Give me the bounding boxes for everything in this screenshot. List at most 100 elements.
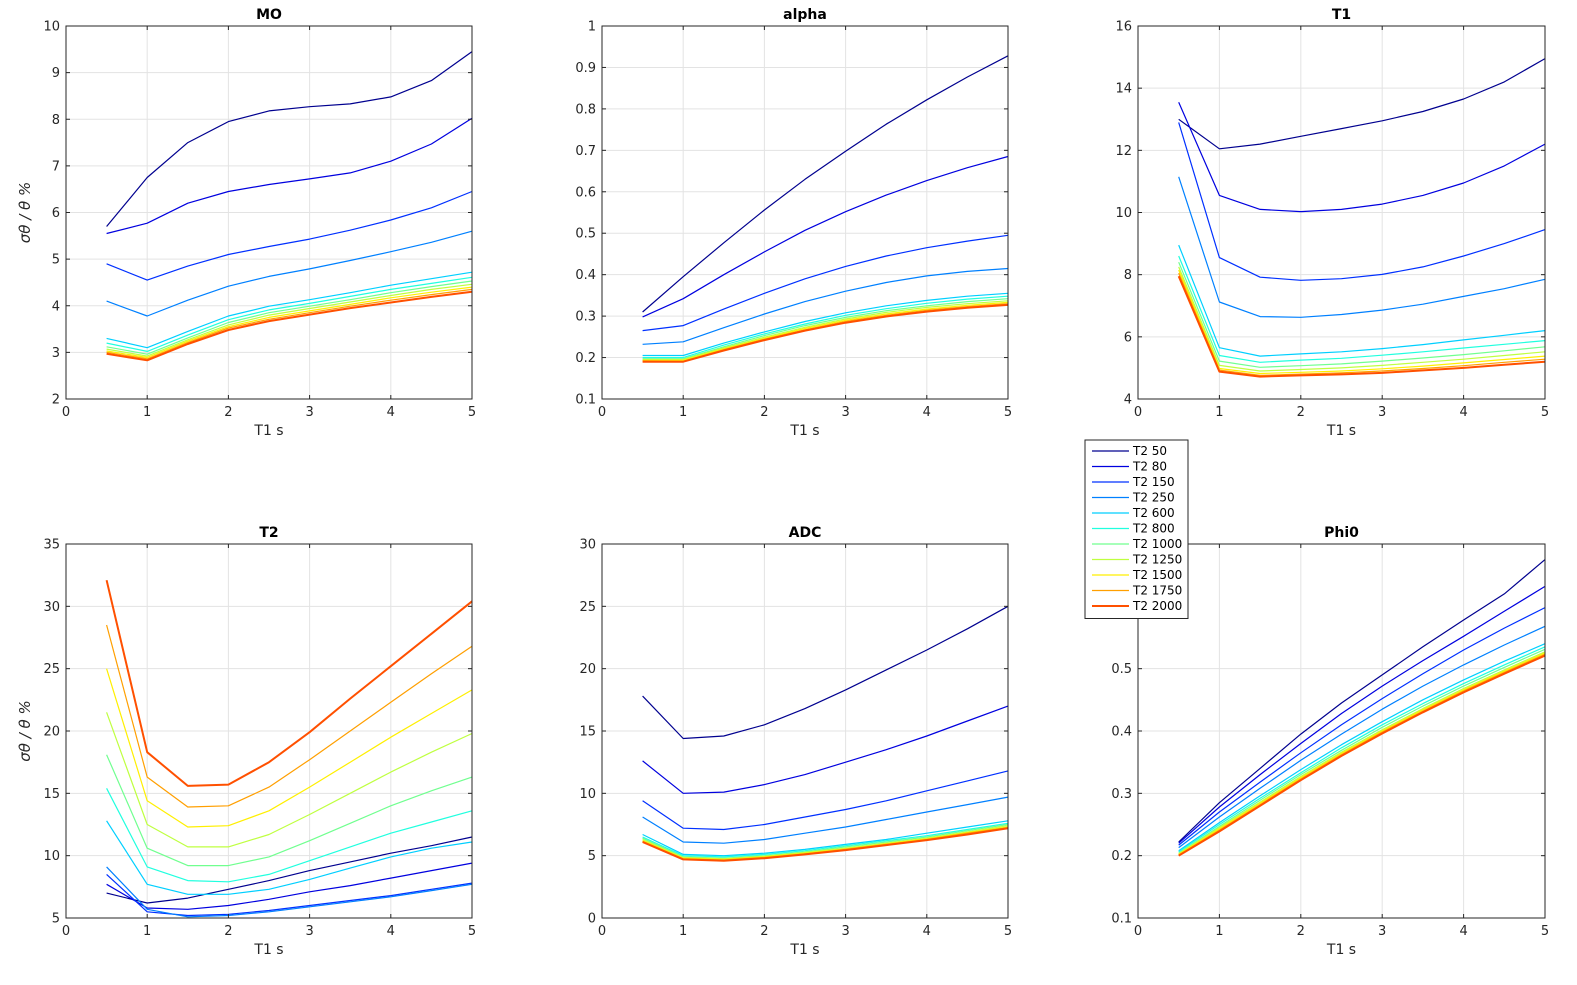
- y-tick-label: 0.5: [1111, 662, 1132, 677]
- y-tick-label: 16: [1115, 20, 1132, 35]
- series-line-t2-1750: [106, 288, 473, 360]
- series-line-t2-600: [1178, 643, 1546, 852]
- series-line-t2-2000: [642, 827, 1009, 862]
- series-line-t2-150: [1178, 122, 1546, 281]
- y-axis-label: σθ / θ %: [16, 182, 34, 243]
- series-line-t2-1000: [1178, 261, 1546, 368]
- x-axis-label: T1 s: [253, 942, 283, 958]
- x-tick-label: 1: [679, 405, 687, 420]
- series-line-t2-150: [1178, 607, 1546, 846]
- x-tick-label: 3: [1378, 924, 1386, 939]
- x-axis-label: T1 s: [1326, 423, 1356, 439]
- series-line-t2-600: [642, 820, 1009, 857]
- x-tick-label: 4: [387, 924, 395, 939]
- x-axis-label: T1 s: [253, 423, 283, 439]
- legend-entry-label: T2 1500: [1132, 568, 1182, 582]
- series-line-t2-800: [1178, 255, 1546, 363]
- chart-title: T2: [259, 525, 278, 541]
- x-tick-label: 0: [598, 405, 606, 420]
- series-line-t2-2000: [105, 579, 473, 787]
- series-line-t2-2000: [1178, 654, 1546, 857]
- series-line-t2-1500: [106, 286, 473, 359]
- series-line-t2-600: [106, 271, 473, 349]
- chart-panel-phi0: 0 1 2 3 4 5 0.1 0.2 0.3 0.4 0.5 Phi0 T1 s: [1111, 525, 1549, 958]
- y-tick-label: 1: [588, 20, 596, 35]
- chart-title: alpha: [783, 7, 827, 23]
- y-tick-label: 6: [52, 206, 60, 221]
- y-tick-label: 8: [1124, 268, 1132, 283]
- y-tick-label: 4: [52, 299, 60, 314]
- x-tick-label: 5: [1004, 924, 1012, 939]
- x-tick-label: 4: [1459, 405, 1467, 420]
- series-line-t2-250: [1178, 176, 1546, 318]
- series-line-t2-600: [642, 292, 1009, 357]
- x-tick-label: 4: [923, 924, 931, 939]
- series-line-t2-80: [642, 705, 1009, 794]
- x-tick-label: 1: [1215, 924, 1223, 939]
- series-line-t2-50: [106, 836, 473, 904]
- series-line-t2-800: [106, 788, 473, 883]
- x-tick-label: 3: [841, 405, 849, 420]
- x-tick-label: 0: [1134, 405, 1142, 420]
- x-tick-label: 4: [1459, 924, 1467, 939]
- y-tick-label: 0.4: [1111, 725, 1132, 740]
- y-tick-label: 0.3: [1111, 787, 1132, 802]
- legend-entry-label: T2 150: [1132, 475, 1175, 489]
- x-tick-label: 0: [62, 405, 70, 420]
- y-tick-label: 0.2: [1111, 849, 1132, 864]
- y-tick-label: 7: [52, 159, 60, 174]
- x-tick-label: 4: [387, 405, 395, 420]
- axes-box: [601, 25, 1009, 400]
- series-line-t2-800: [106, 276, 473, 352]
- y-tick-label: 0.2: [575, 351, 596, 366]
- series-line-t2-1000: [1178, 648, 1546, 854]
- plot-area: [602, 26, 1008, 399]
- chart-panel-mo: 0 1 2 3 4 5 2 3 4 5 6 7 8 9 10 MO T1 s σθ / θ %: [16, 7, 476, 439]
- y-tick-label: 20: [43, 725, 60, 740]
- x-tick-label: 3: [841, 924, 849, 939]
- x-tick-label: 2: [224, 924, 232, 939]
- x-axis-label: T1 s: [789, 423, 819, 439]
- x-tick-label: 5: [468, 924, 476, 939]
- y-tick-label: 10: [43, 849, 60, 864]
- y-tick-label: 8: [52, 113, 60, 128]
- x-tick-label: 5: [1541, 405, 1549, 420]
- y-tick-label: 30: [579, 538, 596, 553]
- y-tick-label: 9: [52, 66, 60, 81]
- series-line-t2-150: [106, 190, 473, 281]
- y-tick-label: 0.6: [575, 185, 596, 200]
- series-line-t2-50: [106, 51, 473, 227]
- y-tick-label: 25: [43, 662, 60, 677]
- y-tick-label: 2: [52, 393, 60, 408]
- series-line-t2-50: [642, 605, 1009, 740]
- legend-entry-label: T2 50: [1132, 444, 1167, 458]
- series-line-t2-250: [106, 230, 473, 317]
- series-line-t2-80: [642, 155, 1009, 318]
- series-line-t2-1250: [1178, 651, 1546, 855]
- series-line-t2-800: [642, 295, 1009, 359]
- chart-title: ADC: [789, 525, 822, 541]
- series-line-t2-150: [642, 234, 1009, 332]
- legend-entry-label: T2 80: [1132, 460, 1167, 474]
- y-tick-label: 0.5: [575, 227, 596, 242]
- series-line-t2-80: [1178, 585, 1546, 844]
- series-line-t2-250: [106, 866, 473, 918]
- series-line-t2-600: [1178, 244, 1546, 357]
- x-tick-label: 5: [1541, 924, 1549, 939]
- series-line-t2-250: [642, 796, 1009, 844]
- x-tick-label: 3: [1378, 405, 1386, 420]
- series-line-t2-250: [1178, 625, 1546, 849]
- y-tick-label: 35: [43, 538, 60, 553]
- series-line-t2-1500: [1178, 652, 1546, 855]
- y-tick-label: 15: [579, 725, 596, 740]
- legend-entry-label: T2 2000: [1132, 599, 1182, 613]
- series-line-t2-800: [1178, 646, 1546, 853]
- chart-panel-t2: 0 1 2 3 4 5 5 10 15 20 25 30 35 T2 T1 s σθ / θ %: [16, 525, 476, 958]
- chart-title: MO: [256, 7, 282, 23]
- chart-panel-adc: 0 1 2 3 4 5 0 5 10 15 20 25 30 ADC T1 s: [579, 525, 1012, 958]
- x-tick-label: 0: [62, 924, 70, 939]
- x-tick-label: 1: [1215, 405, 1223, 420]
- series-line-t2-2000: [642, 303, 1009, 363]
- legend-entry-label: T2 1000: [1132, 537, 1182, 551]
- legend-entry-label: T2 1750: [1132, 584, 1182, 598]
